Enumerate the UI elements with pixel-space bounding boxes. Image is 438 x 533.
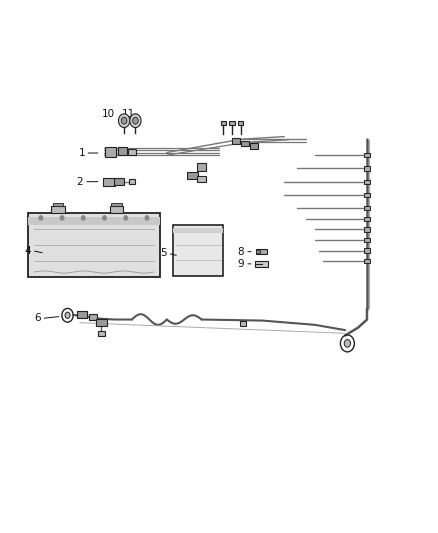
- Bar: [197, 175, 206, 182]
- Bar: [230, 121, 235, 125]
- Bar: [364, 180, 370, 184]
- Bar: [51, 206, 65, 214]
- Circle shape: [65, 312, 70, 318]
- Bar: [233, 139, 240, 144]
- Bar: [255, 250, 260, 253]
- Bar: [28, 217, 160, 225]
- Bar: [173, 228, 223, 233]
- Circle shape: [130, 114, 141, 127]
- Text: 6: 6: [34, 313, 41, 324]
- Circle shape: [118, 114, 130, 127]
- Text: 5: 5: [160, 248, 167, 259]
- Bar: [98, 331, 106, 336]
- Bar: [89, 314, 97, 320]
- Bar: [240, 321, 246, 326]
- Bar: [364, 259, 370, 263]
- Bar: [129, 179, 135, 184]
- Bar: [114, 179, 124, 185]
- Bar: [364, 248, 370, 253]
- Bar: [364, 153, 370, 157]
- Circle shape: [60, 216, 64, 220]
- Circle shape: [344, 340, 350, 347]
- Circle shape: [124, 216, 127, 220]
- Bar: [364, 227, 370, 231]
- Bar: [118, 147, 127, 155]
- Text: 1: 1: [78, 148, 85, 158]
- Text: 2: 2: [77, 176, 83, 187]
- Bar: [128, 149, 136, 156]
- Bar: [250, 143, 258, 149]
- Bar: [364, 238, 370, 242]
- FancyBboxPatch shape: [28, 214, 160, 277]
- Bar: [364, 166, 370, 171]
- Bar: [103, 177, 116, 185]
- Circle shape: [121, 117, 127, 124]
- Bar: [221, 121, 226, 125]
- Text: 11: 11: [122, 109, 135, 119]
- Bar: [241, 141, 249, 147]
- Circle shape: [145, 216, 149, 220]
- Text: 4: 4: [25, 246, 31, 256]
- Circle shape: [103, 216, 106, 220]
- Bar: [111, 203, 122, 206]
- Bar: [364, 206, 370, 211]
- Bar: [105, 147, 116, 157]
- Text: 8: 8: [238, 247, 244, 257]
- Bar: [53, 203, 64, 206]
- Bar: [256, 249, 267, 254]
- Circle shape: [81, 216, 85, 220]
- Bar: [96, 319, 107, 326]
- Circle shape: [39, 216, 42, 220]
- Bar: [110, 206, 123, 214]
- Circle shape: [133, 117, 138, 124]
- Bar: [187, 172, 198, 179]
- Bar: [238, 121, 244, 125]
- FancyBboxPatch shape: [173, 225, 223, 276]
- Text: 9: 9: [238, 259, 244, 269]
- Text: 10: 10: [102, 109, 115, 119]
- Bar: [364, 193, 370, 197]
- Bar: [364, 216, 370, 221]
- Bar: [255, 261, 268, 266]
- Bar: [197, 163, 206, 171]
- Bar: [77, 311, 87, 318]
